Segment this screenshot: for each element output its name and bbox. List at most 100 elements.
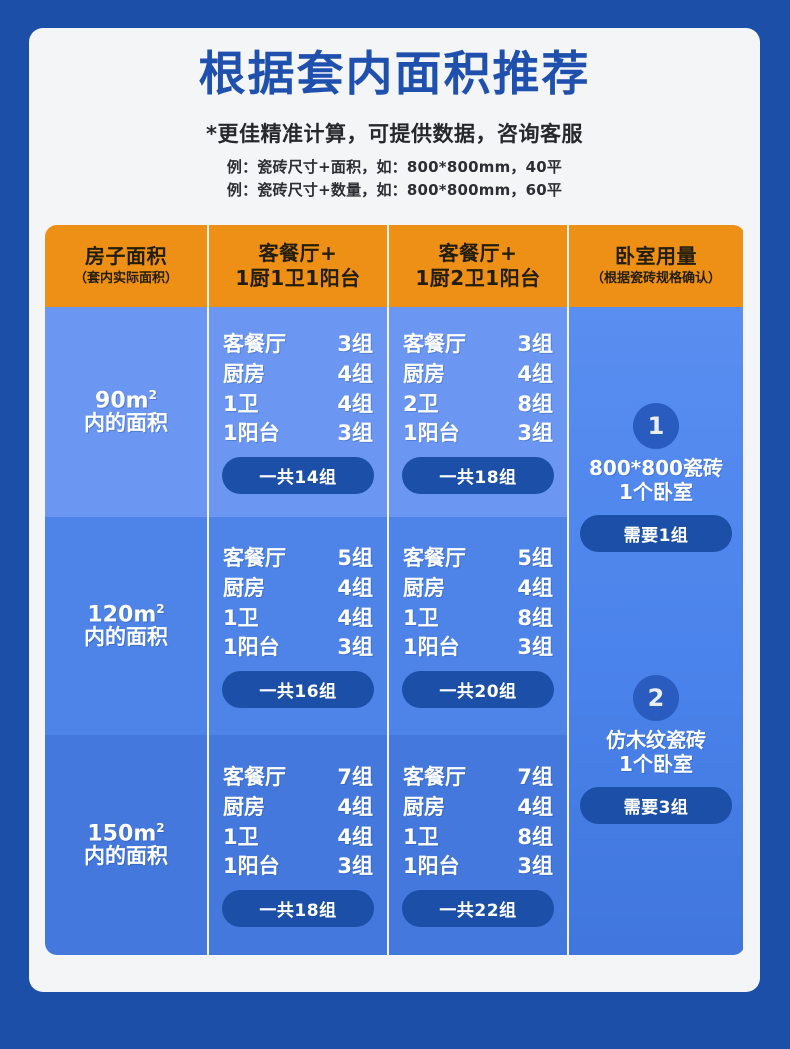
package-item-list: 客餐厅 5组 厨房 4组 1卫 8组 1阳台 3组 xyxy=(389,544,567,663)
item-value: 4组 xyxy=(337,391,373,416)
bedroom-need-badge: 需要3组 xyxy=(580,786,732,824)
column-header-house-area: 房子面积 （套内实际面积） xyxy=(45,225,207,307)
package-item-list: 客餐厅 3组 厨房 4组 2卫 8组 1阳台 3组 xyxy=(389,330,567,449)
item-value: 4组 xyxy=(517,575,553,600)
list-item: 客餐厅 5组 xyxy=(223,544,373,574)
item-label: 客餐厅 xyxy=(223,331,286,356)
list-item: 厨房 4组 xyxy=(403,360,553,390)
item-label: 1卫 xyxy=(403,605,439,630)
list-item: 1卫 4组 xyxy=(223,390,373,420)
column-package-1: 客餐厅+ 1厨1卫1阳台 客餐厅 3组 厨房 4组 1卫 4组 1阳台 3组 一共14组 xyxy=(209,225,389,955)
total-badge: 一共14组 xyxy=(222,457,374,495)
item-value: 4组 xyxy=(337,824,373,849)
list-item: 厨房 4组 xyxy=(223,574,373,604)
package-item-list: 客餐厅 7组 厨房 4组 1卫 8组 1阳台 3组 xyxy=(389,763,567,882)
list-item: 客餐厅 7组 xyxy=(223,763,373,793)
number-badge-icon: 2 xyxy=(633,674,679,721)
item-value: 4组 xyxy=(517,794,553,819)
list-item: 1阳台 3组 xyxy=(403,633,553,663)
item-label: 厨房 xyxy=(403,361,445,386)
area-value: 120m2 xyxy=(87,601,165,628)
item-value: 4组 xyxy=(337,575,373,600)
column-header-bedroom-usage: 卧室用量 （根据瓷砖规格确认） xyxy=(569,225,743,307)
package-item-list: 客餐厅 3组 厨房 4组 1卫 4组 1阳台 3组 xyxy=(209,330,387,449)
area-unit: m xyxy=(125,388,149,414)
area-number: 120 xyxy=(87,602,134,628)
column-body-package-2: 客餐厅 3组 厨房 4组 2卫 8组 1阳台 3组 一共18组 客餐厅 5组 厨房 4组 1… xyxy=(389,307,567,955)
table-row: 90m2 内的面积 xyxy=(45,307,207,517)
item-value: 7组 xyxy=(337,764,373,789)
list-item: 1阳台 3组 xyxy=(403,419,553,449)
area-number: 150 xyxy=(87,821,134,847)
table-row: 120m2 内的面积 xyxy=(45,517,207,735)
package-item-list: 客餐厅 5组 厨房 4组 1卫 4组 1阳台 3组 xyxy=(209,544,387,663)
item-value: 3组 xyxy=(517,331,553,356)
bedroom-title-line-2: 1个卧室 xyxy=(619,751,693,776)
bedroom-title-line-2: 1个卧室 xyxy=(619,479,693,504)
item-label: 1阳台 xyxy=(403,421,460,446)
list-item: 1阳台 3组 xyxy=(223,419,373,449)
item-value: 7组 xyxy=(517,764,553,789)
item-label: 1卫 xyxy=(223,824,259,849)
list-item: 1阳台 3组 xyxy=(403,852,553,882)
column-title: 客餐厅+ xyxy=(258,241,338,265)
item-value: 3组 xyxy=(337,854,373,879)
item-value: 3组 xyxy=(517,635,553,660)
item-label: 2卫 xyxy=(403,391,439,416)
column-bedroom-usage: 卧室用量 （根据瓷砖规格确认） 1 800*800瓷砖 1个卧室 需要1组 2 … xyxy=(569,225,743,955)
list-item: 1卫 8组 xyxy=(403,604,553,634)
column-note: （根据瓷砖规格确认） xyxy=(590,271,721,287)
column-body-bedroom-usage: 1 800*800瓷砖 1个卧室 需要1组 2 仿木纹瓷砖 1个卧室 需要3组 xyxy=(569,307,743,955)
table-row: 客餐厅 3组 厨房 4组 1卫 4组 1阳台 3组 一共14组 xyxy=(209,307,387,517)
list-item: 1卫 4组 xyxy=(223,823,373,853)
item-label: 客餐厅 xyxy=(223,545,286,570)
item-value: 3组 xyxy=(337,331,373,356)
area-superscript: 2 xyxy=(148,387,157,402)
list-item: 1卫 8组 xyxy=(403,823,553,853)
area-unit: m xyxy=(133,602,157,628)
column-title: 卧室用量 xyxy=(615,244,697,269)
table-row: 客餐厅 7组 厨房 4组 1卫 4组 1阳台 3组 一共18组 xyxy=(209,735,387,955)
item-value: 3组 xyxy=(337,421,373,446)
list-item: 客餐厅 7组 xyxy=(403,763,553,793)
item-label: 厨房 xyxy=(223,794,265,819)
item-value: 3组 xyxy=(517,421,553,446)
item-value: 8组 xyxy=(517,824,553,849)
area-label: 内的面积 xyxy=(84,625,168,650)
item-value: 5组 xyxy=(337,545,373,570)
bedroom-option-1: 1 800*800瓷砖 1个卧室 需要1组 xyxy=(580,402,732,552)
item-label: 1阳台 xyxy=(223,635,280,660)
item-value: 4组 xyxy=(337,794,373,819)
bedroom-option-2: 2 仿木纹瓷砖 1个卧室 需要3组 xyxy=(580,674,732,824)
area-superscript: 2 xyxy=(156,820,165,835)
list-item: 客餐厅 3组 xyxy=(403,330,553,360)
column-house-area: 房子面积 （套内实际面积） 90m2 内的面积 120m2 内的面积 150m2… xyxy=(45,225,209,955)
column-title: 房子面积 xyxy=(85,244,167,269)
table-row: 客餐厅 5组 厨房 4组 1卫 8组 1阳台 3组 一共20组 xyxy=(389,517,567,735)
list-item: 客餐厅 3组 xyxy=(223,330,373,360)
total-badge: 一共18组 xyxy=(402,457,554,495)
area-superscript: 2 xyxy=(156,601,165,616)
list-item: 1阳台 3组 xyxy=(223,852,373,882)
item-label: 1阳台 xyxy=(223,854,280,879)
page-subtitle: *更佳精准计算，可提供数据，咨询客服 xyxy=(206,122,583,146)
area-label: 内的面积 xyxy=(84,844,168,869)
item-label: 客餐厅 xyxy=(403,764,466,789)
column-note: 1厨2卫1阳台 xyxy=(415,266,541,290)
list-item: 厨房 4组 xyxy=(403,574,553,604)
recommendation-table: 房子面积 （套内实际面积） 90m2 内的面积 120m2 内的面积 150m2… xyxy=(45,225,745,955)
table-row: 客餐厅 5组 厨房 4组 1卫 4组 1阳台 3组 一共16组 xyxy=(209,517,387,735)
example-list: 例：瓷砖尺寸+面积，如：800*800mm，40平 例：瓷砖尺寸+数量，如：80… xyxy=(29,156,760,203)
item-label: 客餐厅 xyxy=(403,331,466,356)
item-value: 8组 xyxy=(517,391,553,416)
list-item: 1阳台 3组 xyxy=(223,633,373,663)
column-note: 1厨1卫1阳台 xyxy=(235,266,361,290)
table-row: 客餐厅 3组 厨房 4组 2卫 8组 1阳台 3组 一共18组 xyxy=(389,307,567,517)
item-value: 4组 xyxy=(337,361,373,386)
total-badge: 一共18组 xyxy=(222,890,374,928)
area-unit: m xyxy=(133,821,157,847)
table-row: 客餐厅 7组 厨房 4组 1卫 8组 1阳台 3组 一共22组 xyxy=(389,735,567,955)
item-value: 8组 xyxy=(517,605,553,630)
number-badge-icon: 1 xyxy=(633,402,679,449)
item-label: 1阳台 xyxy=(403,635,460,660)
